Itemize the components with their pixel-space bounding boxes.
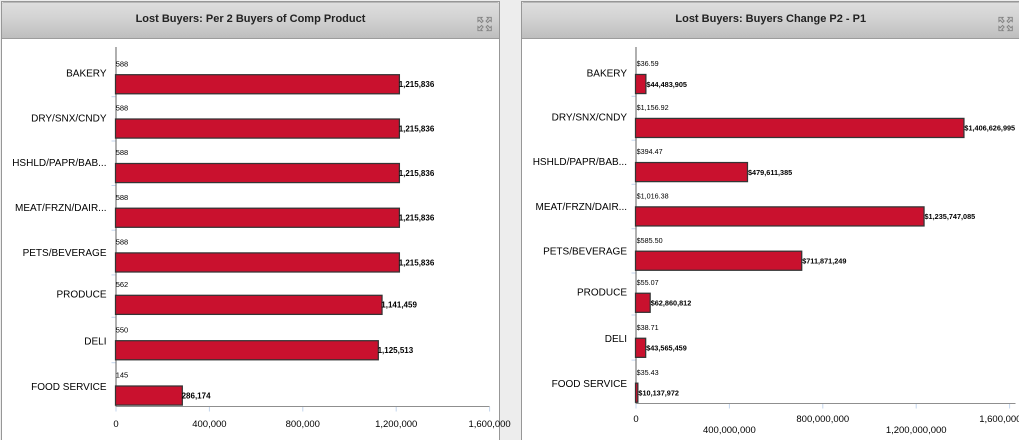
svg-text:0: 0 (113, 419, 118, 430)
svg-text:1,600,000: 1,600,000 (468, 419, 510, 430)
svg-text:588: 588 (116, 148, 129, 157)
svg-text:1,215,836: 1,215,836 (399, 214, 435, 223)
svg-text:$585.50: $585.50 (637, 236, 663, 245)
svg-text:DRY/SNX/CNDY: DRY/SNX/CNDY (552, 113, 628, 124)
svg-text:BAKERY: BAKERY (66, 69, 107, 80)
svg-text:1,215,836: 1,215,836 (399, 169, 435, 178)
svg-text:400,000: 400,000 (192, 419, 226, 430)
svg-text:PRODUCE: PRODUCE (56, 290, 106, 301)
svg-text:1,125,513: 1,125,513 (378, 346, 414, 355)
svg-text:$10,137,972: $10,137,972 (638, 389, 679, 398)
svg-text:145: 145 (116, 371, 129, 380)
svg-text:DELI: DELI (605, 334, 627, 345)
svg-text:$711,871,249: $711,871,249 (802, 257, 846, 266)
svg-text:1,215,836: 1,215,836 (399, 258, 435, 267)
svg-text:562: 562 (116, 280, 129, 289)
svg-text:286,174: 286,174 (182, 391, 211, 400)
svg-text:$1,235,747,085: $1,235,747,085 (925, 212, 976, 221)
svg-text:FOOD SERVICE: FOOD SERVICE (552, 379, 628, 390)
svg-text:550: 550 (116, 325, 129, 334)
svg-text:MEAT/FRZN/DAIR...: MEAT/FRZN/DAIR... (536, 202, 627, 213)
svg-text:HSHLD/PAPR/BAB...: HSHLD/PAPR/BAB... (533, 157, 627, 168)
svg-text:588: 588 (116, 104, 129, 113)
svg-text:FOOD SERVICE: FOOD SERVICE (31, 382, 107, 393)
svg-text:400,000,000: 400,000,000 (703, 425, 756, 436)
svg-text:PRODUCE: PRODUCE (577, 288, 627, 299)
svg-text:$35.43: $35.43 (637, 368, 659, 377)
svg-text:$43,565,459: $43,565,459 (646, 344, 687, 353)
svg-text:$38.71: $38.71 (637, 323, 659, 332)
svg-text:$44,483,905: $44,483,905 (646, 80, 687, 89)
svg-text:800,000: 800,000 (286, 419, 320, 430)
svg-text:BAKERY: BAKERY (587, 68, 628, 79)
svg-text:HSHLD/PAPR/BAB...: HSHLD/PAPR/BAB... (12, 158, 106, 169)
svg-text:1,141,459: 1,141,459 (381, 301, 417, 310)
svg-text:$36.59: $36.59 (637, 59, 659, 68)
svg-text:1,600,000,000: 1,600,000,000 (979, 414, 1019, 425)
svg-text:$479,611,385: $479,611,385 (748, 168, 792, 177)
svg-text:$62,860,812: $62,860,812 (651, 299, 692, 308)
svg-text:0: 0 (633, 414, 638, 425)
svg-text:PETS/BEVERAGE: PETS/BEVERAGE (543, 246, 627, 257)
svg-text:$1,406,626,995: $1,406,626,995 (964, 124, 1015, 133)
svg-text:$1,156.92: $1,156.92 (637, 103, 669, 112)
svg-text:1,215,836: 1,215,836 (399, 80, 435, 89)
svg-text:DELI: DELI (84, 337, 106, 348)
svg-text:$394.47: $394.47 (637, 147, 663, 156)
svg-text:1,215,836: 1,215,836 (399, 124, 435, 133)
svg-text:588: 588 (116, 238, 129, 247)
svg-text:588: 588 (116, 59, 129, 68)
svg-text:PETS/BEVERAGE: PETS/BEVERAGE (23, 248, 107, 259)
svg-text:800,000,000: 800,000,000 (796, 414, 849, 425)
svg-text:1,200,000: 1,200,000 (375, 419, 417, 430)
svg-text:$55.07: $55.07 (637, 278, 659, 287)
svg-text:DRY/SNX/CNDY: DRY/SNX/CNDY (31, 113, 107, 124)
svg-text:588: 588 (116, 193, 129, 202)
svg-text:MEAT/FRZN/DAIR...: MEAT/FRZN/DAIR... (15, 203, 106, 214)
svg-text:$1,016.38: $1,016.38 (637, 192, 669, 201)
svg-text:1,200,000,000: 1,200,000,000 (886, 425, 947, 436)
